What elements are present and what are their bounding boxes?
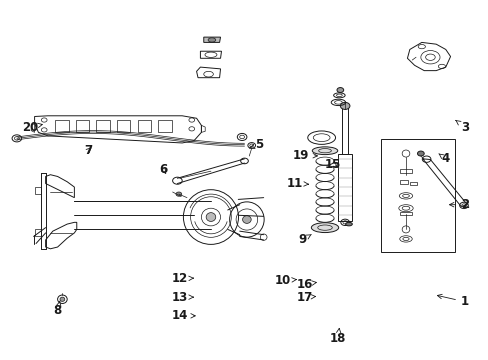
Text: 9: 9 — [297, 234, 311, 247]
Bar — [55, 120, 68, 132]
Bar — [76, 120, 89, 132]
Text: 15: 15 — [325, 158, 341, 171]
Bar — [342, 108, 347, 154]
Bar — [380, 139, 454, 252]
Bar — [338, 154, 351, 221]
Ellipse shape — [60, 297, 64, 301]
Ellipse shape — [242, 216, 251, 224]
Text: 19: 19 — [292, 149, 317, 162]
Text: 4: 4 — [438, 152, 449, 165]
Bar — [137, 120, 151, 132]
Text: 10: 10 — [274, 274, 296, 287]
Text: 17: 17 — [296, 291, 315, 303]
Text: 5: 5 — [249, 138, 263, 151]
Ellipse shape — [312, 147, 337, 154]
Text: 1: 1 — [436, 294, 468, 308]
Text: 8: 8 — [53, 301, 61, 317]
Polygon shape — [203, 37, 220, 42]
Text: 20: 20 — [22, 121, 42, 134]
Text: 6: 6 — [159, 163, 167, 176]
Text: 2: 2 — [448, 198, 468, 211]
Ellipse shape — [206, 213, 215, 221]
Ellipse shape — [417, 151, 424, 156]
Text: 11: 11 — [286, 177, 308, 190]
Bar — [96, 120, 110, 132]
Text: 18: 18 — [329, 328, 346, 345]
Text: 14: 14 — [171, 309, 195, 322]
Ellipse shape — [336, 87, 343, 93]
Text: 12: 12 — [171, 272, 193, 285]
Ellipse shape — [340, 102, 349, 109]
Ellipse shape — [311, 223, 338, 233]
Bar — [117, 120, 130, 132]
Text: 7: 7 — [84, 144, 93, 157]
Bar — [158, 120, 171, 132]
Ellipse shape — [345, 222, 351, 226]
Text: 16: 16 — [296, 278, 316, 291]
Ellipse shape — [208, 38, 215, 42]
Ellipse shape — [176, 192, 182, 196]
Text: 3: 3 — [455, 120, 468, 134]
Text: 13: 13 — [171, 291, 193, 303]
